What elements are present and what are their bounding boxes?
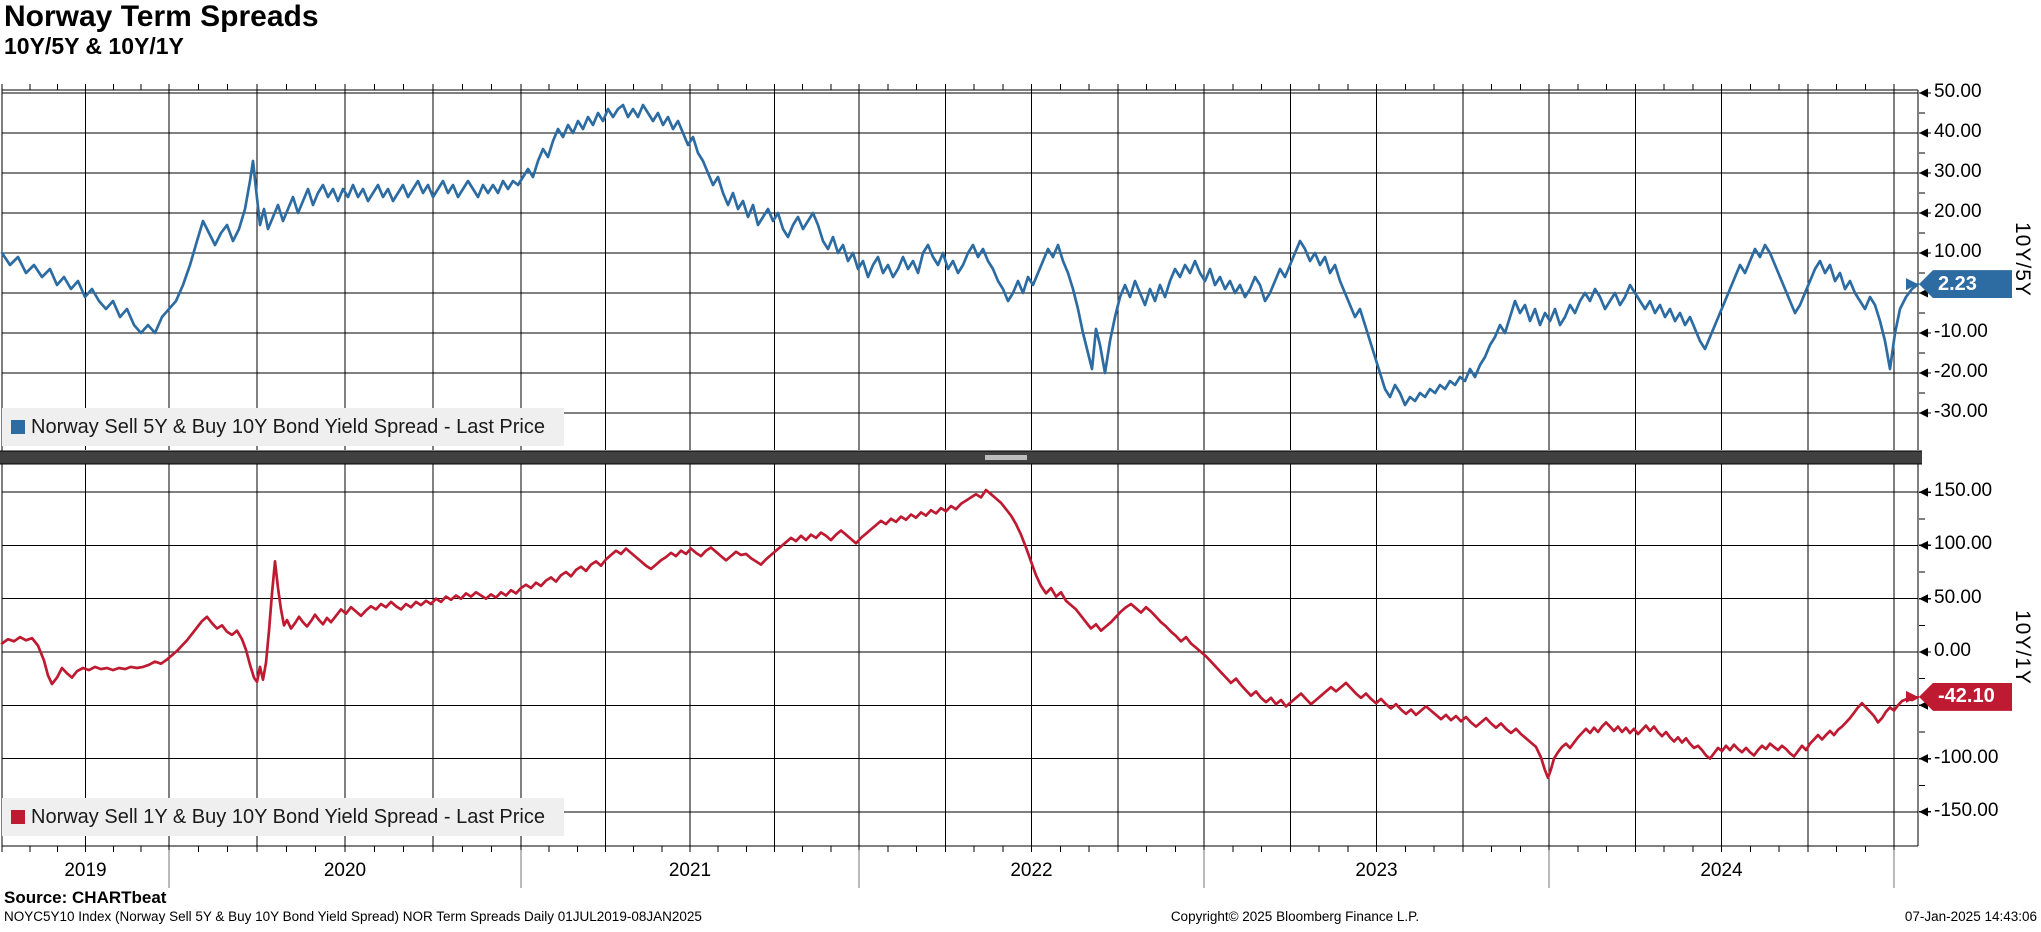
y-tick-label: 50.00 — [1934, 586, 1982, 608]
y-tick-label: 40.00 — [1934, 121, 1982, 142]
panel-axis-label-10y1y: 10Y/1Y — [2011, 610, 2034, 685]
legend-label: Norway Sell 1Y & Buy 10Y Bond Yield Spre… — [31, 805, 545, 828]
y-tick-label: 100.00 — [1934, 533, 1993, 555]
y-tick-label: 10.00 — [1934, 241, 1982, 262]
y-tick-label: -10.00 — [1934, 321, 1988, 342]
x-year-label: 2021 — [668, 860, 712, 881]
legend-10y5y[interactable]: Norway Sell 5Y & Buy 10Y Bond Yield Spre… — [2, 408, 564, 446]
x-year-label: 2019 — [64, 860, 107, 881]
y-tick-label: 0.00 — [1934, 640, 1971, 661]
x-year-label: 2023 — [1355, 860, 1398, 881]
y-tick-label: -150.00 — [1934, 799, 1999, 821]
panel-divider-handle[interactable] — [985, 455, 1027, 460]
last-price-badge-10y1y[interactable]: -42.10 — [1919, 682, 2012, 711]
y-tick-label: 20.00 — [1934, 201, 1982, 222]
y-tick-label: -20.00 — [1934, 361, 1988, 382]
legend-10y1y[interactable]: Norway Sell 1Y & Buy 10Y Bond Yield Spre… — [2, 798, 564, 836]
y-tick-label: -30.00 — [1934, 401, 1988, 422]
legend-swatch-red-icon — [11, 810, 25, 824]
y-tick-label: 30.00 — [1934, 161, 1982, 182]
source-label: Source: CHARTbeat — [4, 888, 167, 907]
x-year-label: 2022 — [1010, 860, 1053, 881]
panel-axis-label-10y5y: 10Y/5Y — [2011, 222, 2034, 297]
y-tick-label: 150.00 — [1934, 480, 1993, 502]
timestamp-text: 07-Jan-2025 14:43:06 — [1904, 909, 2037, 924]
y-tick-label: -100.00 — [1934, 746, 1999, 768]
chart-title: Norway Term Spreads — [4, 0, 319, 33]
last-price-badge-10y5y[interactable]: 2.23 — [1919, 270, 2012, 299]
copyright-text: Copyright© 2025 Bloomberg Finance L.P. — [1170, 909, 1420, 924]
x-year-label: 2024 — [1700, 860, 1743, 881]
chart-subtitle: 10Y/5Y & 10Y/1Y — [4, 33, 184, 59]
index-description: NOYC5Y10 Index (Norway Sell 5Y & Buy 10Y… — [4, 909, 702, 924]
y-tick-label: 50.00 — [1934, 81, 1982, 102]
legend-label: Norway Sell 5Y & Buy 10Y Bond Yield Spre… — [31, 415, 545, 438]
legend-swatch-blue-icon — [11, 420, 25, 434]
x-year-label: 2020 — [323, 860, 367, 881]
